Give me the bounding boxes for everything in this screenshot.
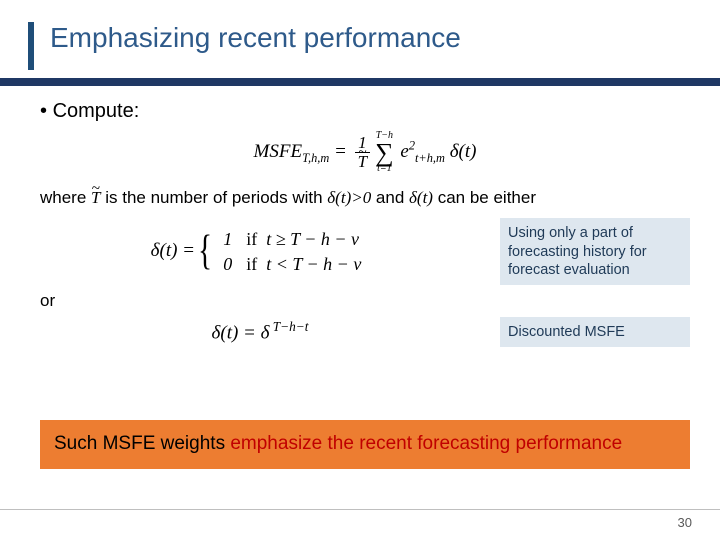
or-text: or <box>40 291 690 311</box>
where-line: where T is the number of periods with δ(… <box>40 188 690 208</box>
delta-t: δ(t) <box>409 188 433 207</box>
slide-title: Emphasizing recent performance <box>50 22 720 66</box>
cases-table: 1 if t ≥ T − h − v 0 if t < T − h − v <box>215 226 369 278</box>
exp-formula-wrap: δ(t) = δ T−h−t <box>40 319 480 344</box>
exp-formula: δ(t) = δ T−h−t <box>212 319 309 344</box>
bullet-compute: • Compute: <box>40 100 690 123</box>
cases-formula: δ(t) = { 1 if t ≥ T − h − v 0 if t < T − h… <box>40 226 480 278</box>
cases-row: δ(t) = { 1 if t ≥ T − h − v 0 if t < T − h… <box>40 218 690 284</box>
where-suffix: can be either <box>433 188 536 207</box>
discount-row: δ(t) = δ T−h−t Discounted MSFE <box>40 317 690 347</box>
where-mid: is the number of periods with <box>101 188 328 207</box>
cases-lhs: δ(t) = <box>151 240 195 262</box>
case1-val: 1 <box>217 228 238 251</box>
note-box-history: Using only a part of forecasting history… <box>500 218 690 284</box>
where-and: and <box>371 188 409 207</box>
note-box-discounted: Discounted MSFE <box>500 317 690 347</box>
callout-text-black: Such MSFE weights <box>54 433 230 454</box>
callout-text-emph: emphasize the recent forecasting perform… <box>230 433 622 454</box>
bullet-text: Compute: <box>53 100 140 122</box>
main-formula: MSFET,h,m = 1TT−h∑t=1 e2t+h,m δ(t) <box>254 131 477 174</box>
where-prefix: where <box>40 188 91 207</box>
delta-cond: δ(t)>0 <box>327 188 371 207</box>
title-accent-bar <box>28 22 34 70</box>
case2-cond: if t < T − h − v <box>246 254 361 274</box>
main-formula-row: MSFET,h,m = 1TT−h∑t=1 e2t+h,m δ(t) <box>40 131 690 174</box>
footer-rule <box>0 509 720 510</box>
horizontal-rule <box>0 78 720 86</box>
page-number: 30 <box>678 515 692 530</box>
callout-box: Such MSFE weights emphasize the recent f… <box>40 420 690 469</box>
brace-icon: { <box>198 235 212 269</box>
tilde-T: T <box>91 188 100 208</box>
case2-val: 0 <box>217 253 238 276</box>
header: Emphasizing recent performance <box>0 0 720 66</box>
case1-cond: if t ≥ T − h − v <box>246 229 359 249</box>
content-region: • Compute: MSFET,h,m = 1TT−h∑t=1 e2t+h,m… <box>40 100 690 347</box>
